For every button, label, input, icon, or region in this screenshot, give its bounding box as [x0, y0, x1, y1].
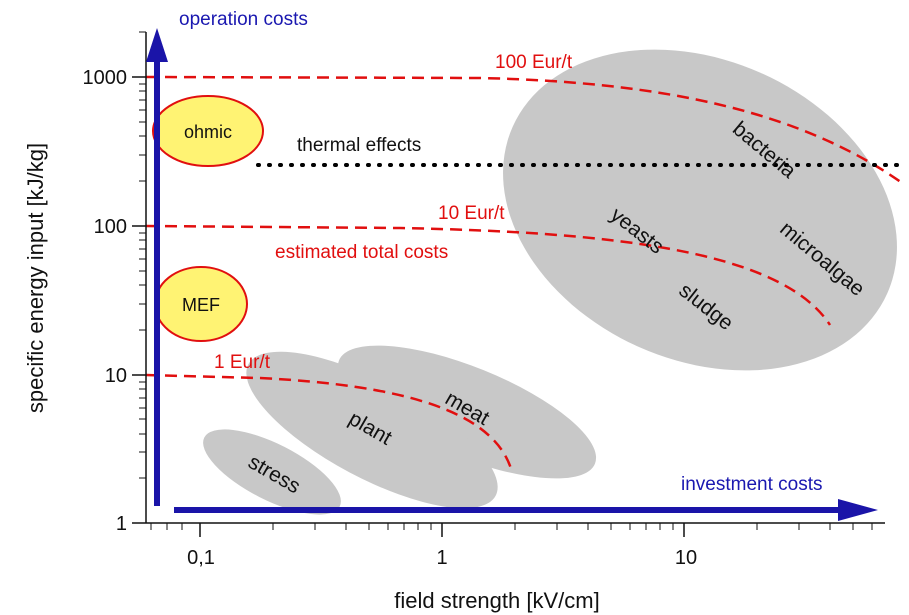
cost-label-10: 10 Eur/t — [438, 203, 505, 224]
x-tick-label: 1 — [436, 547, 447, 569]
cost-line-1 — [145, 373, 514, 473]
x-tick-label: 10 — [675, 547, 697, 569]
region-plant — [246, 351, 498, 509]
x-axis-title: field strength [kV/cm] — [394, 588, 599, 613]
cost-label-1: 1 Eur/t — [214, 352, 271, 373]
x-minor-ticks — [150, 523, 873, 530]
x-major-ticks — [199, 523, 685, 537]
investment-costs-label: investment costs — [681, 474, 823, 495]
investment-costs-arrow — [174, 499, 878, 521]
region-stress — [203, 429, 341, 515]
region-meat — [337, 345, 597, 479]
operation-costs-label: operation costs — [179, 9, 308, 30]
region-bacteria-microalgae-yeasts-sludge — [503, 49, 897, 371]
y-tick-label: 1000 — [83, 67, 128, 89]
cost-label-100: 100 Eur/t — [495, 52, 573, 73]
y-tick-label: 100 — [94, 216, 127, 238]
mef-label: MEF — [182, 295, 220, 315]
bubble-ohmic — [152, 95, 264, 167]
y-tick-label: 1 — [116, 513, 127, 535]
estimated-total-costs-label: estimated total costs — [275, 242, 448, 263]
thermal-effects-label: thermal effects — [297, 135, 421, 156]
y-major-ticks — [132, 76, 146, 524]
cost-line-10 — [145, 224, 832, 326]
operation-costs-arrow — [146, 28, 168, 506]
y-minor-ticks — [139, 31, 146, 479]
y-tick-label: 10 — [105, 365, 127, 387]
ohmic-label: ohmic — [184, 122, 232, 142]
y-axis-title: specific energy input [kJ/kg] — [23, 143, 48, 413]
cost-line-100 — [145, 75, 906, 187]
x-tick-label: 0,1 — [187, 547, 215, 569]
